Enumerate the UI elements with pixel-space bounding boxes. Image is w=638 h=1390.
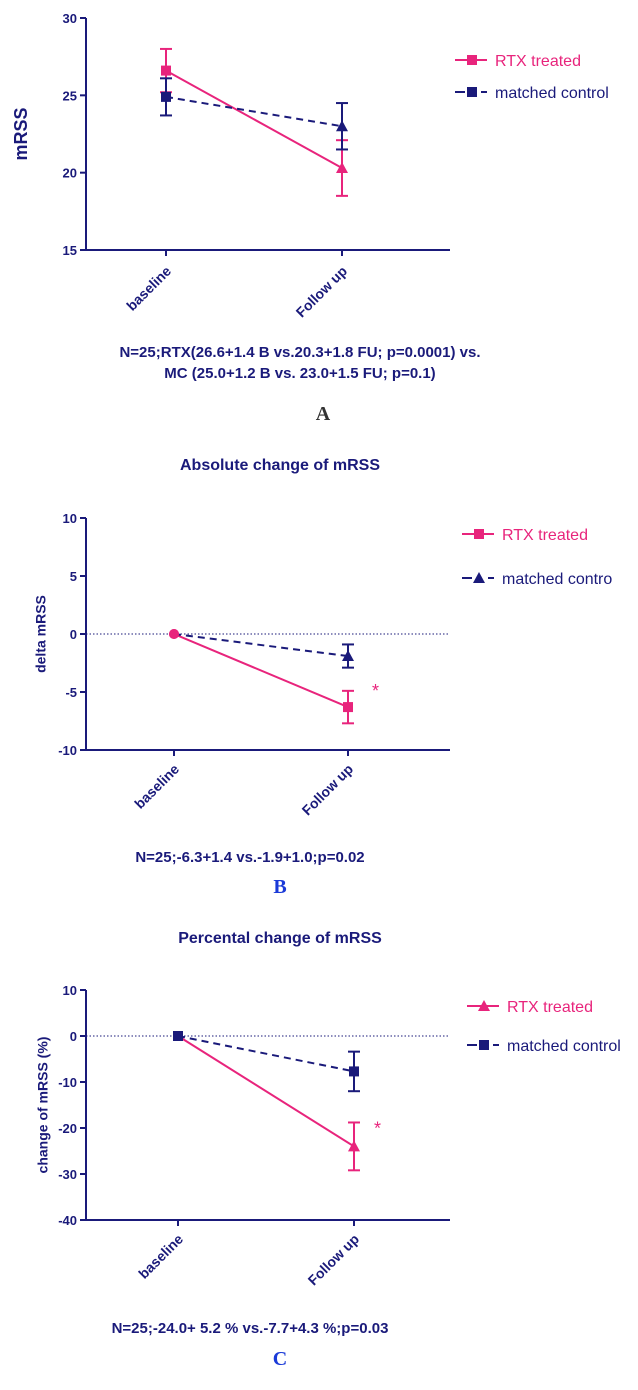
legend-label: matched control [495, 85, 609, 102]
legend-marker [473, 572, 485, 583]
y-axis-label: change of mRSS (%) [35, 1037, 51, 1174]
chart-title: Absolute change of mRSS [180, 457, 380, 474]
y-axis-label: delta mRSS [33, 595, 49, 673]
legend-marker [467, 87, 477, 97]
x-tick-label: Follow up [299, 761, 357, 819]
y-tick-label: 10 [63, 511, 77, 526]
data-point [336, 120, 348, 132]
x-tick-label: Follow up [305, 1231, 363, 1289]
series-line [177, 1035, 355, 1073]
series-line [165, 95, 343, 128]
data-point [343, 702, 353, 713]
x-tick-label: baseline [131, 761, 182, 812]
data-point [161, 91, 171, 102]
legend-marker [479, 1040, 489, 1050]
stats-annotation: N=25;-24.0+ 5.2 % vs.-7.7+4.3 %;p=0.03 [112, 1320, 389, 1337]
legend-label: matched contro [502, 571, 612, 588]
y-tick-label: -20 [58, 1121, 77, 1136]
y-tick-label: -10 [58, 743, 77, 758]
legend-marker [478, 1000, 490, 1011]
y-tick-label: 10 [63, 983, 77, 998]
y-tick-label: -10 [58, 1075, 77, 1090]
stats-annotation: MC (25.0+1.2 B vs. 23.0+1.5 FU; p=0.1) [164, 365, 435, 382]
chart-panel-c: Percental change of mRSS -40 -30 -20 -10 0 10 c… [35, 930, 621, 1370]
data-point [336, 162, 348, 174]
y-tick-label: -5 [65, 685, 77, 700]
legend-label: matched control [507, 1038, 621, 1055]
chart-panel-a: 15 20 25 30 mRSS baseline Follow up RTX treated… [11, 11, 609, 425]
series-matched-contro [169, 629, 354, 669]
significance-star: * [374, 1118, 381, 1138]
series-line [173, 633, 349, 658]
series-line [173, 633, 349, 709]
y-tick-label: 5 [70, 569, 77, 584]
y-tick-label: 20 [63, 166, 77, 181]
y-axis-label: mRSS [11, 107, 31, 160]
significance-star: * [372, 681, 379, 701]
data-point [169, 629, 179, 639]
series-matched-control [160, 77, 348, 151]
data-point [161, 65, 171, 76]
legend-marker [467, 55, 477, 65]
series-rtx-treated [169, 629, 354, 725]
series-rtx-treated [173, 1031, 360, 1172]
legend-label: RTX treated [495, 53, 581, 70]
data-point [348, 1140, 360, 1152]
chart-panel-b: Absolute change of mRSS -10 -5 0 5 10 delta mR… [33, 457, 613, 898]
x-tick-label: baseline [135, 1231, 186, 1282]
y-tick-label: -30 [58, 1167, 77, 1182]
legend-label: RTX treated [507, 999, 593, 1016]
panel-letter: A [316, 403, 331, 425]
y-tick-label: 30 [63, 11, 77, 26]
y-tick-label: -40 [58, 1213, 77, 1228]
y-tick-label: 0 [70, 1029, 77, 1044]
legend-label: RTX treated [502, 527, 588, 544]
data-point [173, 1031, 183, 1041]
chart-title: Percental change of mRSS [178, 930, 382, 947]
series-rtx-treated [160, 47, 348, 197]
series-matched-control [173, 1031, 360, 1093]
legend-marker [474, 529, 484, 539]
series-line [177, 1035, 355, 1148]
y-tick-label: 0 [70, 627, 77, 642]
data-point [342, 650, 354, 662]
panel-letter: B [273, 876, 286, 898]
x-tick-label: baseline [123, 263, 174, 314]
x-tick-label: Follow up [293, 263, 351, 321]
y-tick-label: 25 [63, 88, 77, 103]
panel-letter: C [273, 1348, 287, 1370]
data-point [349, 1066, 359, 1077]
y-tick-label: 15 [63, 243, 77, 258]
stats-annotation: N=25;-6.3+1.4 vs.-1.9+1.0;p=0.02 [135, 849, 364, 866]
series-line [165, 69, 343, 169]
stats-annotation: N=25;RTX(26.6+1.4 B vs.20.3+1.8 FU; p=0.… [119, 344, 480, 361]
